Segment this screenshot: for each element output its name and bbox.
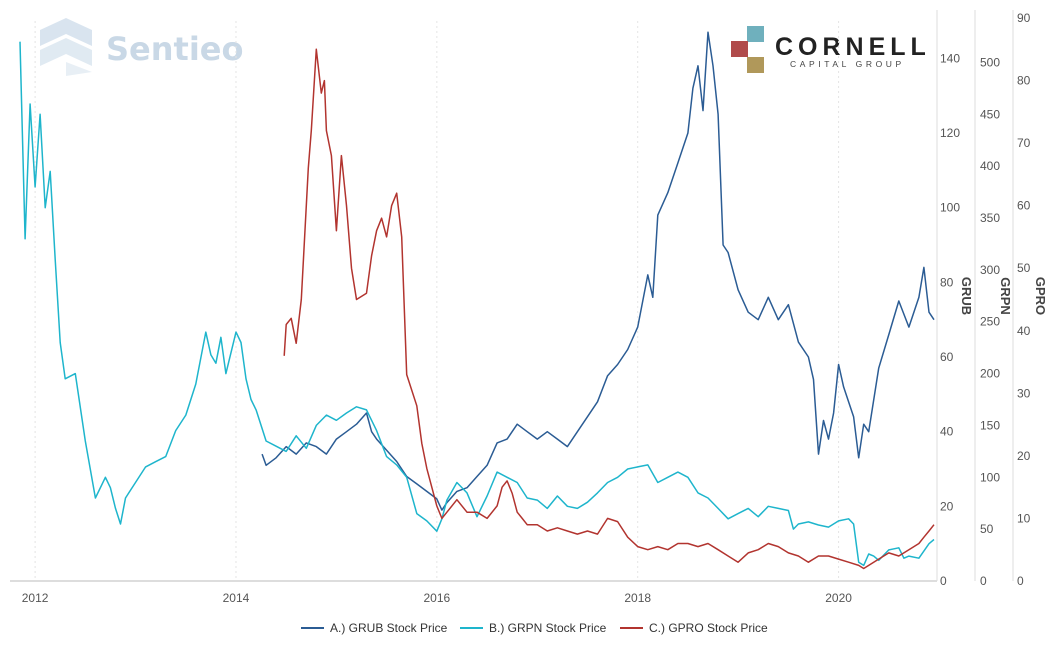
grpn-tick-label: 250 (980, 315, 1000, 329)
sentieo-logo-icon (40, 18, 92, 76)
gpro-tick-label: 10 (1017, 511, 1031, 525)
x-axis-ticks: 2012 2014 2016 2018 2020 (22, 21, 852, 605)
gpro-tick-label: 40 (1017, 324, 1031, 338)
legend-item-grub[interactable]: A.) GRUB Stock Price (301, 621, 448, 635)
legend-label-grub: A.) GRUB Stock Price (330, 621, 448, 635)
gpro-tick-label: 50 (1017, 261, 1031, 275)
x-tick-label: 2012 (22, 591, 49, 605)
gpro-tick-label: 0 (1017, 574, 1024, 588)
gpro-tick-label: 70 (1017, 136, 1031, 150)
grub-tick-label: 140 (940, 51, 960, 65)
legend-item-gpro[interactable]: C.) GPRO Stock Price (620, 621, 768, 635)
logo-name: CORNELL (775, 33, 931, 61)
x-tick-label: 2016 (423, 591, 450, 605)
x-tick-label: 2018 (624, 591, 651, 605)
grpn-tick-label: 150 (980, 418, 1000, 432)
grpn-tick-label: 500 (980, 55, 1000, 69)
grub-tick-label: 40 (940, 425, 954, 439)
x-tick-label: 2014 (223, 591, 250, 605)
grub-tick-label: 20 (940, 499, 954, 513)
grpn-tick-label: 300 (980, 263, 1000, 277)
grpn-tick-label: 100 (980, 470, 1000, 484)
grub-tick-label: 60 (940, 350, 954, 364)
legend-label-grpn: B.) GRPN Stock Price (489, 621, 607, 635)
gpro-tick-label: 20 (1017, 449, 1031, 463)
grpn-tick-label: 400 (980, 159, 1000, 173)
grub-tick-label: 100 (940, 201, 960, 215)
watermark-text: Sentieo (106, 30, 243, 68)
sentieo-watermark: Sentieo (40, 18, 243, 76)
logo-subtitle: CAPITAL GROUP (790, 59, 905, 69)
gpro-tick-label: 60 (1017, 199, 1031, 213)
series-layer (19, 31, 935, 570)
gpro-axis-title: GPRO (1033, 277, 1048, 315)
grpn-axis-title: GRPN (998, 277, 1013, 315)
y-axis-ticks: 0204060801001201400501001502002503003504… (940, 11, 1031, 588)
series-line-grub (261, 31, 935, 511)
gpro-tick-label: 90 (1017, 11, 1031, 25)
grub-tick-label: 80 (940, 275, 954, 289)
x-tick-label: 2020 (825, 591, 852, 605)
cornell-logo: CORNELL CAPITAL GROUP (731, 26, 931, 73)
grpn-tick-label: 0 (980, 574, 987, 588)
legend[interactable]: A.) GRUB Stock Price B.) GRPN Stock Pric… (301, 621, 768, 635)
grpn-tick-label: 450 (980, 107, 1000, 121)
legend-label-gpro: C.) GPRO Stock Price (649, 621, 768, 635)
gpro-tick-label: 80 (1017, 74, 1031, 88)
grub-axis-title: GRUB (959, 277, 974, 315)
logo-square-teal (747, 26, 764, 42)
logo-square-gold (747, 57, 764, 73)
series-line-grpn (19, 41, 935, 567)
series-line-gpro (283, 48, 935, 570)
logo-square-red (731, 41, 748, 57)
grub-tick-label: 0 (940, 574, 947, 588)
grub-tick-label: 120 (940, 126, 960, 140)
legend-item-grpn[interactable]: B.) GRPN Stock Price (460, 621, 607, 635)
grpn-tick-label: 50 (980, 522, 994, 536)
gpro-tick-label: 30 (1017, 386, 1031, 400)
grpn-tick-label: 200 (980, 367, 1000, 381)
grpn-tick-label: 350 (980, 211, 1000, 225)
